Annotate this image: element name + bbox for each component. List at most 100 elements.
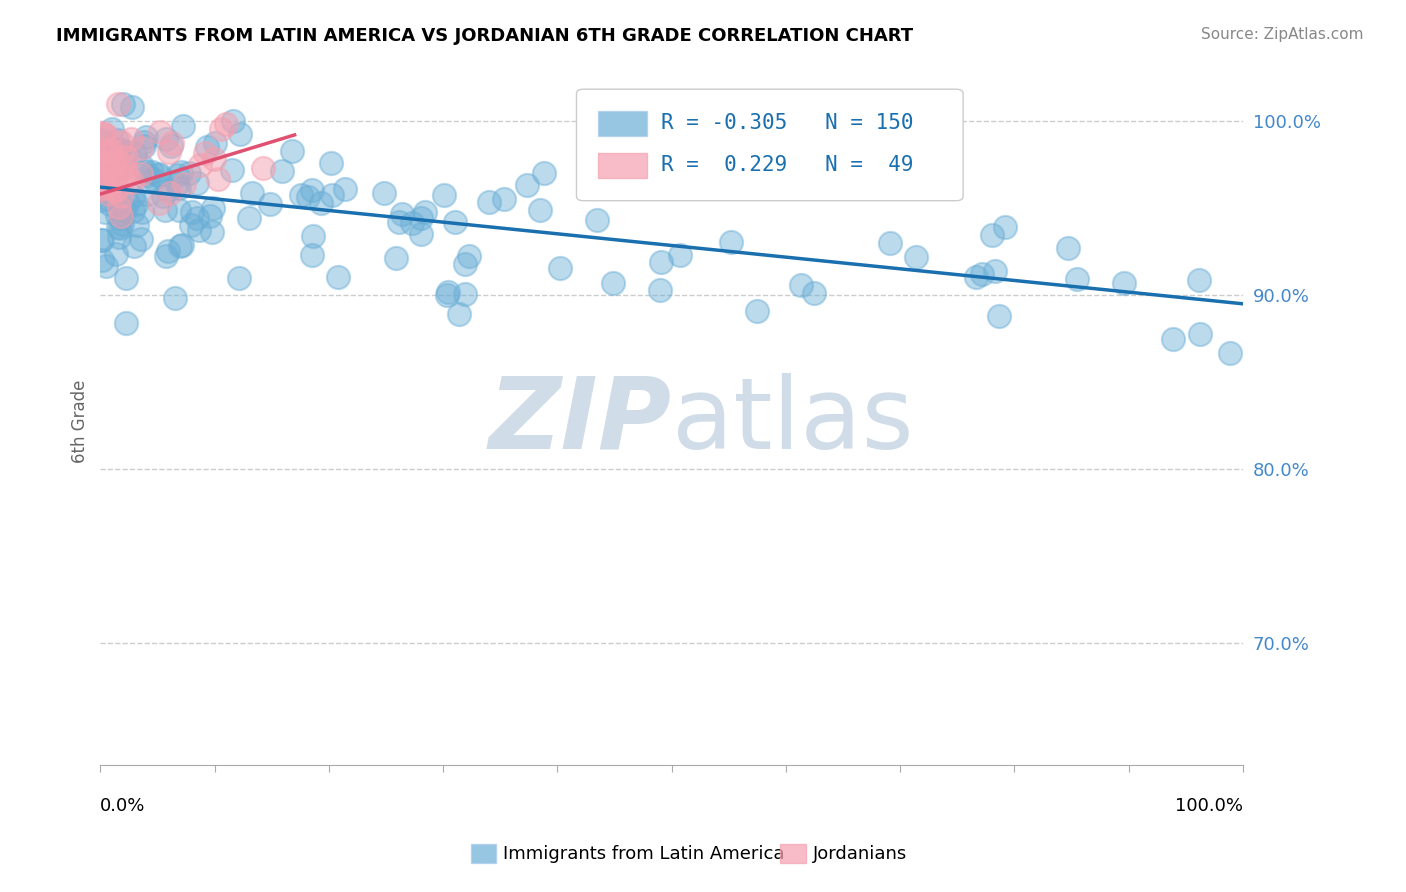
Point — [965, 270, 987, 285]
Point — [110, 188, 132, 202]
Point — [96, 182, 118, 196]
Point — [385, 251, 408, 265]
Point — [170, 165, 193, 179]
Point — [401, 216, 423, 230]
Text: 0.0%: 0.0% — [100, 797, 146, 814]
Point — [104, 184, 127, 198]
Point — [120, 131, 142, 145]
Point — [93, 158, 115, 172]
Point — [131, 204, 153, 219]
Point — [149, 125, 172, 139]
Point — [132, 138, 155, 153]
Point — [157, 183, 180, 197]
Point — [187, 223, 209, 237]
Point — [148, 167, 170, 181]
Point — [142, 172, 165, 186]
Point — [745, 304, 768, 318]
Point — [516, 178, 538, 192]
Point — [152, 188, 174, 202]
Point — [121, 100, 143, 114]
Point — [125, 197, 148, 211]
Point — [436, 288, 458, 302]
Point — [153, 202, 176, 217]
Point — [114, 202, 136, 217]
Point — [110, 156, 132, 170]
Point — [602, 276, 624, 290]
Point — [104, 173, 127, 187]
Point — [433, 187, 456, 202]
Point — [1189, 326, 1212, 341]
Point — [91, 127, 114, 141]
Text: 100.0%: 100.0% — [1175, 797, 1243, 814]
Point — [167, 181, 190, 195]
Point — [186, 211, 208, 225]
Point — [134, 163, 156, 178]
Point — [138, 169, 160, 183]
Point — [156, 244, 179, 258]
Point — [105, 208, 128, 222]
Point — [107, 162, 129, 177]
Point — [100, 197, 122, 211]
Point — [169, 238, 191, 252]
Point — [93, 172, 115, 186]
Point — [110, 211, 132, 225]
Point — [1161, 332, 1184, 346]
Point — [135, 186, 157, 201]
Point — [970, 267, 993, 281]
Point — [103, 190, 125, 204]
Point — [790, 278, 813, 293]
Point — [91, 133, 114, 147]
Point — [108, 221, 131, 235]
Text: Source: ZipAtlas.com: Source: ZipAtlas.com — [1201, 27, 1364, 42]
Point — [122, 239, 145, 253]
Point — [229, 127, 252, 141]
Point — [165, 291, 187, 305]
Point — [186, 176, 208, 190]
Point — [167, 202, 190, 217]
Point — [93, 205, 115, 219]
Point — [97, 187, 120, 202]
Y-axis label: 6th Grade: 6th Grade — [72, 380, 89, 463]
Point — [321, 187, 343, 202]
Point — [221, 162, 243, 177]
Point — [114, 159, 136, 173]
Point — [101, 153, 124, 168]
Point — [492, 192, 515, 206]
Point — [166, 168, 188, 182]
Point — [1057, 241, 1080, 255]
Point — [90, 172, 112, 186]
Point — [202, 201, 225, 215]
Point — [157, 145, 180, 159]
Point — [984, 264, 1007, 278]
Point — [204, 136, 226, 151]
Point — [91, 252, 114, 267]
Point — [301, 248, 323, 262]
Point — [105, 133, 128, 147]
Point — [179, 166, 201, 180]
Point — [172, 238, 194, 252]
Text: R =  0.229   N =  49: R = 0.229 N = 49 — [661, 155, 914, 175]
Point — [129, 232, 152, 246]
Point — [107, 219, 129, 234]
Point — [669, 248, 692, 262]
Point — [107, 142, 129, 156]
Point — [112, 96, 135, 111]
Point — [115, 169, 138, 183]
Point — [994, 220, 1017, 235]
Point — [478, 195, 501, 210]
Point — [94, 178, 117, 193]
Point — [803, 285, 825, 300]
Point — [97, 186, 120, 201]
Point — [93, 178, 115, 193]
Point — [388, 215, 411, 229]
Point — [98, 146, 121, 161]
Point — [166, 177, 188, 191]
Point — [548, 261, 571, 276]
Point — [173, 177, 195, 191]
Point — [301, 183, 323, 197]
Point — [93, 180, 115, 194]
Point — [105, 247, 128, 261]
Point — [96, 129, 118, 144]
Point — [146, 168, 169, 182]
Point — [100, 161, 122, 175]
